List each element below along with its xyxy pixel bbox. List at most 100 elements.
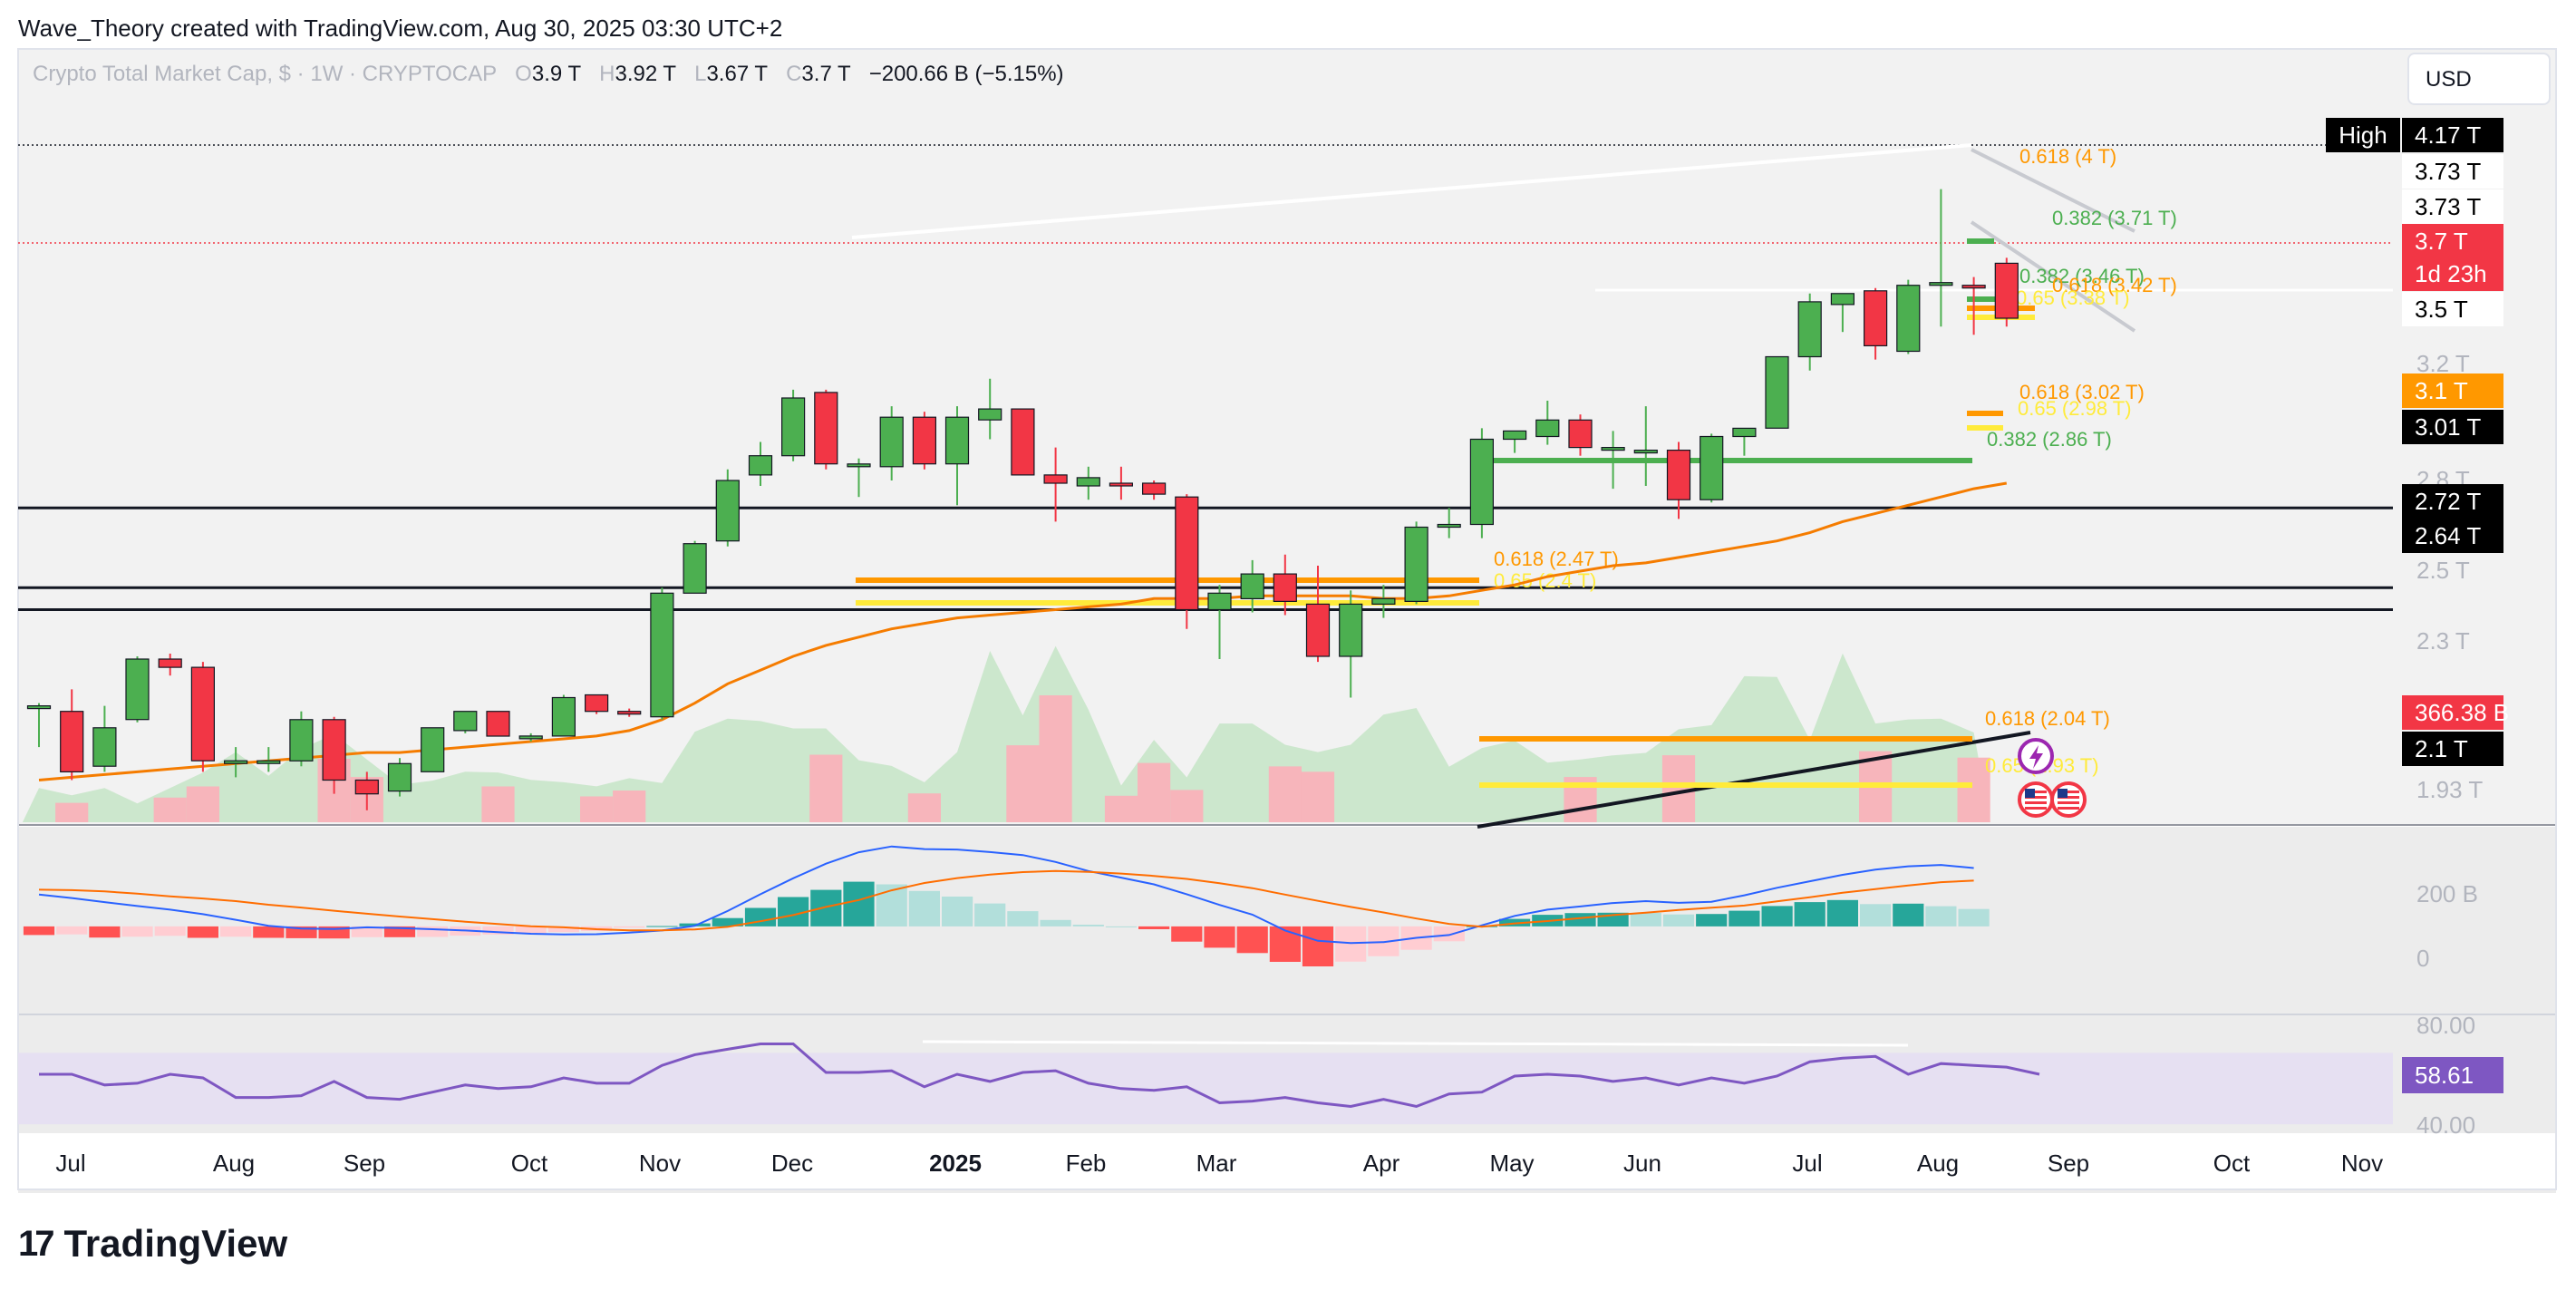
candle-body <box>1896 285 1921 353</box>
candle-body <box>1864 290 1888 346</box>
candle-down[interactable] <box>322 716 346 794</box>
volume-bar-down <box>1661 755 1696 822</box>
price-axis-label: 366.38 B <box>2402 695 2509 730</box>
candle-body <box>1109 482 1134 487</box>
candle-down[interactable] <box>1568 414 1593 456</box>
candle-up[interactable] <box>1765 355 1789 429</box>
macd-histogram-bar <box>253 926 285 938</box>
flag-stripe <box>2025 796 2047 799</box>
candle-up[interactable] <box>518 732 543 742</box>
candle-down[interactable] <box>912 412 937 470</box>
resistance-trendline[interactable] <box>851 143 1972 239</box>
candle-up[interactable] <box>224 747 248 778</box>
candle-up[interactable] <box>944 406 970 506</box>
volume-bar-down <box>613 791 646 822</box>
candle-down[interactable] <box>1864 287 1888 360</box>
macd-histogram-bar <box>1564 913 1596 926</box>
rsi-value-background <box>2402 1057 2503 1093</box>
candle-down[interactable] <box>1273 554 1297 616</box>
candle-up[interactable] <box>1700 433 1724 503</box>
x-axis-tick-label: Oct <box>511 1150 548 1177</box>
flag-stripe <box>2058 796 2079 799</box>
candle-down[interactable] <box>1175 494 1199 629</box>
macd-histogram-bar <box>908 890 940 926</box>
candle-down[interactable] <box>1109 466 1134 500</box>
candle-up[interactable] <box>748 441 773 487</box>
candle-down[interactable] <box>1666 441 1691 519</box>
volume-bar-down <box>809 754 843 822</box>
candle-down[interactable] <box>486 711 510 737</box>
candle-down[interactable] <box>1994 257 2019 327</box>
candle-up[interactable] <box>1469 428 1495 538</box>
macd-histogram-bar <box>1335 926 1367 962</box>
price-label-background <box>2402 410 2503 444</box>
fib-level-label: 0.618 (3.02 T) <box>2019 381 2145 403</box>
candle-up[interactable] <box>125 656 150 723</box>
candle-up[interactable] <box>1502 430 1527 453</box>
candle-down[interactable] <box>1043 447 1068 522</box>
us-flag-event-icon[interactable] <box>2018 781 2054 818</box>
candle-up[interactable] <box>1240 559 1264 613</box>
currency-button[interactable]: USD <box>2407 53 2551 105</box>
candle-down[interactable] <box>354 771 379 810</box>
channel-upper-line[interactable] <box>1971 148 2135 233</box>
candle-up[interactable] <box>1339 590 1363 698</box>
candle-up[interactable] <box>92 705 117 772</box>
candle-body <box>1929 282 1953 286</box>
volume-bar-down <box>1104 795 1138 822</box>
candle-up[interactable] <box>1732 427 1757 456</box>
candle-up[interactable] <box>780 389 806 461</box>
price-label-text: 3.5 T <box>2415 296 2468 323</box>
candle-up[interactable] <box>26 703 52 748</box>
candle-up[interactable] <box>387 758 412 797</box>
tradingview-brand[interactable]: 17 TradingView <box>18 1222 287 1266</box>
candle-up[interactable] <box>683 540 707 594</box>
candle-body <box>1273 573 1297 602</box>
flag-stripe <box>2058 807 2079 810</box>
black-trendline[interactable] <box>1477 731 2031 829</box>
candle-up[interactable] <box>1896 279 1921 354</box>
candle-up[interactable] <box>289 711 314 767</box>
candle-up[interactable] <box>1404 521 1428 605</box>
candle-up[interactable] <box>879 406 904 480</box>
macd-histogram-bar <box>482 926 514 935</box>
candle-up[interactable] <box>1076 466 1100 500</box>
lightning-event-icon[interactable] <box>2018 738 2054 774</box>
candle-down[interactable] <box>1305 566 1331 663</box>
candle-up[interactable] <box>1929 189 1953 327</box>
candle-down[interactable] <box>584 694 609 714</box>
candle-up[interactable] <box>1601 431 1625 490</box>
x-axis-tick-label: Jul <box>1792 1150 1822 1177</box>
candle-up[interactable] <box>1437 508 1461 538</box>
candle-up[interactable] <box>1371 585 1396 618</box>
x-axis-tick-label: Aug <box>213 1150 255 1177</box>
channel-lower-line[interactable] <box>1970 220 2136 333</box>
candle-up[interactable] <box>421 727 445 772</box>
candle-down[interactable] <box>814 389 838 470</box>
candle-up[interactable] <box>847 458 871 498</box>
candle-down[interactable] <box>190 662 215 772</box>
candle-up[interactable] <box>257 747 281 772</box>
candle-down[interactable] <box>1011 408 1035 476</box>
us-flag-event-icon[interactable] <box>2050 781 2087 818</box>
rsi-divergence-line[interactable] <box>922 1040 1909 1047</box>
candle-up[interactable] <box>1207 585 1232 659</box>
candle-up[interactable] <box>715 469 740 547</box>
candle-down[interactable] <box>1141 480 1167 500</box>
candle-up[interactable] <box>1535 401 1560 445</box>
candle-up[interactable] <box>1633 406 1658 486</box>
candle-down[interactable] <box>617 708 642 717</box>
candle-up[interactable] <box>1830 293 1855 333</box>
candle-up[interactable] <box>551 694 576 737</box>
candle-body <box>1994 262 2019 319</box>
candle-down[interactable] <box>1961 276 1986 335</box>
candle-up[interactable] <box>978 378 1002 440</box>
change-value: −200.66 B (−5.15%) <box>868 62 1064 86</box>
x-axis-tick-label: Aug <box>1917 1150 1959 1177</box>
candle-up[interactable] <box>1797 293 1822 371</box>
macd-histogram-bar <box>1794 902 1825 926</box>
candle-up[interactable] <box>453 711 478 733</box>
candle-down[interactable] <box>60 689 84 781</box>
candle-down[interactable] <box>158 654 182 676</box>
candle-up[interactable] <box>650 587 674 720</box>
